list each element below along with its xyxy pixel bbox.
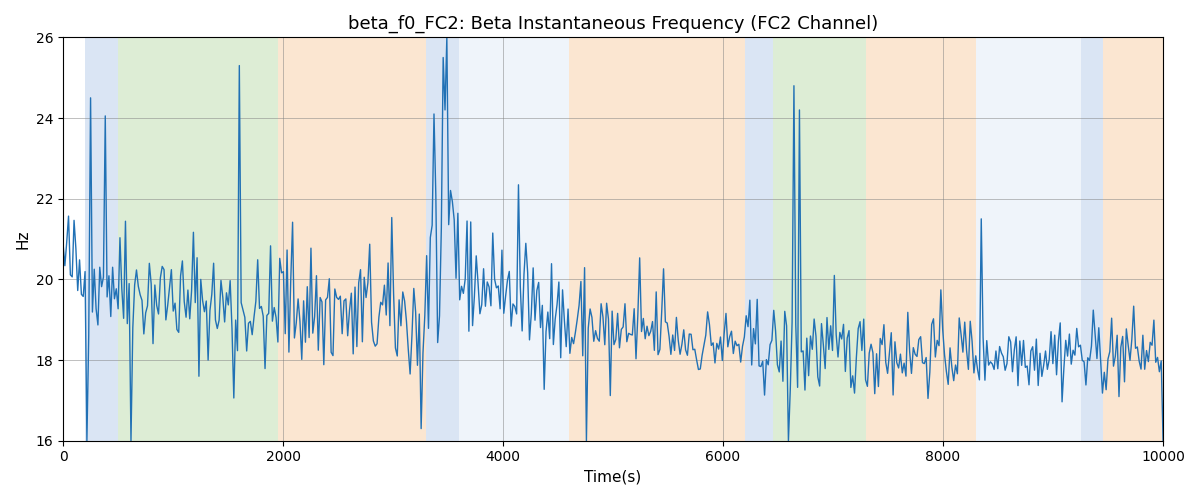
- Bar: [277, 38, 426, 440]
- Bar: [894, 38, 976, 440]
- Bar: [460, 38, 569, 440]
- Bar: [85, 38, 118, 440]
- Bar: [773, 38, 866, 440]
- X-axis label: Time(s): Time(s): [584, 470, 642, 485]
- Bar: [1103, 38, 1163, 440]
- Bar: [1080, 38, 1103, 440]
- Bar: [569, 38, 745, 440]
- Bar: [118, 38, 277, 440]
- Y-axis label: Hz: Hz: [16, 230, 30, 249]
- Bar: [426, 38, 460, 440]
- Bar: [866, 38, 894, 440]
- Title: beta_f0_FC2: Beta Instantaneous Frequency (FC2 Channel): beta_f0_FC2: Beta Instantaneous Frequenc…: [348, 15, 878, 34]
- Bar: [745, 38, 773, 440]
- Bar: [976, 38, 1080, 440]
